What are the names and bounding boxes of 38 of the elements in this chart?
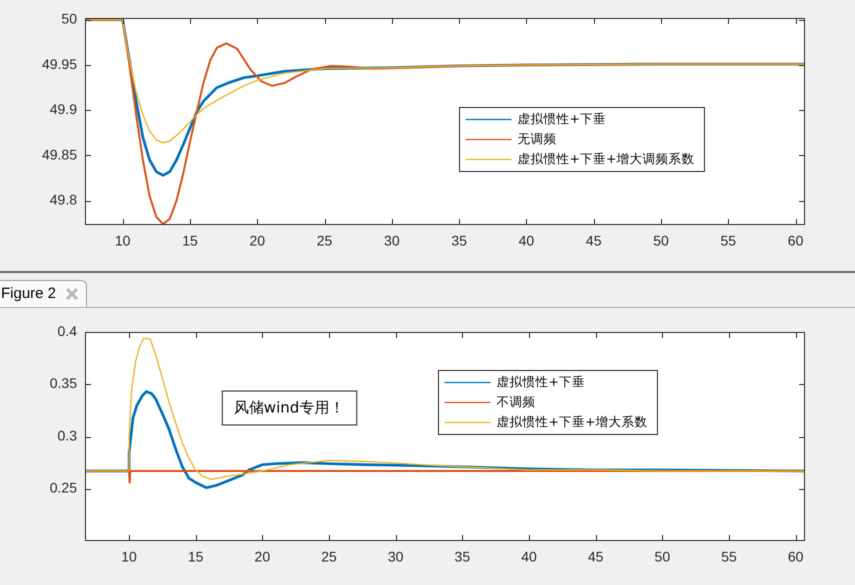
y-tick-label: 49.95 bbox=[42, 56, 78, 72]
x-tick-label: 55 bbox=[721, 548, 737, 564]
x-tick-label: 40 bbox=[518, 232, 534, 248]
legend-label: 虚拟惯性+下垂 bbox=[518, 110, 606, 126]
legend-label: 虚拟惯性+下垂+增大系数 bbox=[496, 414, 648, 429]
legend-label: 不调频 bbox=[496, 394, 536, 409]
legend-label: 虚拟惯性+下垂+增大调频系数 bbox=[518, 150, 694, 166]
x-tick-label: 30 bbox=[384, 232, 400, 248]
x-tick-label: 10 bbox=[121, 548, 137, 564]
x-tick-label: 15 bbox=[182, 232, 198, 248]
x-tick-label: 30 bbox=[388, 548, 404, 564]
x-tick-label: 35 bbox=[451, 232, 468, 248]
x-tick-label: 50 bbox=[653, 232, 669, 248]
x-tick-label: 25 bbox=[316, 232, 333, 248]
x-tick-label: 25 bbox=[321, 548, 337, 564]
y-tick-label: 0.25 bbox=[50, 480, 78, 496]
x-tick-label: 10 bbox=[114, 232, 131, 248]
x-tick-label: 40 bbox=[521, 548, 537, 564]
x-tick-label: 20 bbox=[254, 548, 270, 564]
x-tick-label: 60 bbox=[788, 232, 804, 248]
legend-label: 虚拟惯性+下垂 bbox=[496, 374, 585, 389]
y-tick-label: 49.85 bbox=[42, 146, 78, 162]
y-tick-label: 50 bbox=[61, 10, 78, 27]
x-tick-label: 50 bbox=[654, 548, 670, 564]
x-tick-label: 35 bbox=[454, 548, 470, 564]
x-tick-label: 15 bbox=[188, 548, 204, 564]
x-tick-label: 20 bbox=[249, 232, 266, 248]
y-tick-label: 49.8 bbox=[50, 191, 78, 208]
y-tick-label: 0.3 bbox=[58, 427, 78, 444]
x-tick-label: 45 bbox=[586, 232, 602, 248]
x-tick-label: 45 bbox=[588, 548, 604, 564]
y-tick-label: 0.35 bbox=[50, 375, 78, 392]
annotation: 风储wind专用！ bbox=[234, 398, 344, 416]
x-tick-label: 55 bbox=[720, 232, 736, 248]
y-tick-label: 0.4 bbox=[58, 322, 78, 339]
y-tick-label: 49.9 bbox=[50, 101, 78, 118]
x-tick-label: 60 bbox=[788, 548, 804, 564]
legend-label: 无调频 bbox=[518, 130, 556, 146]
